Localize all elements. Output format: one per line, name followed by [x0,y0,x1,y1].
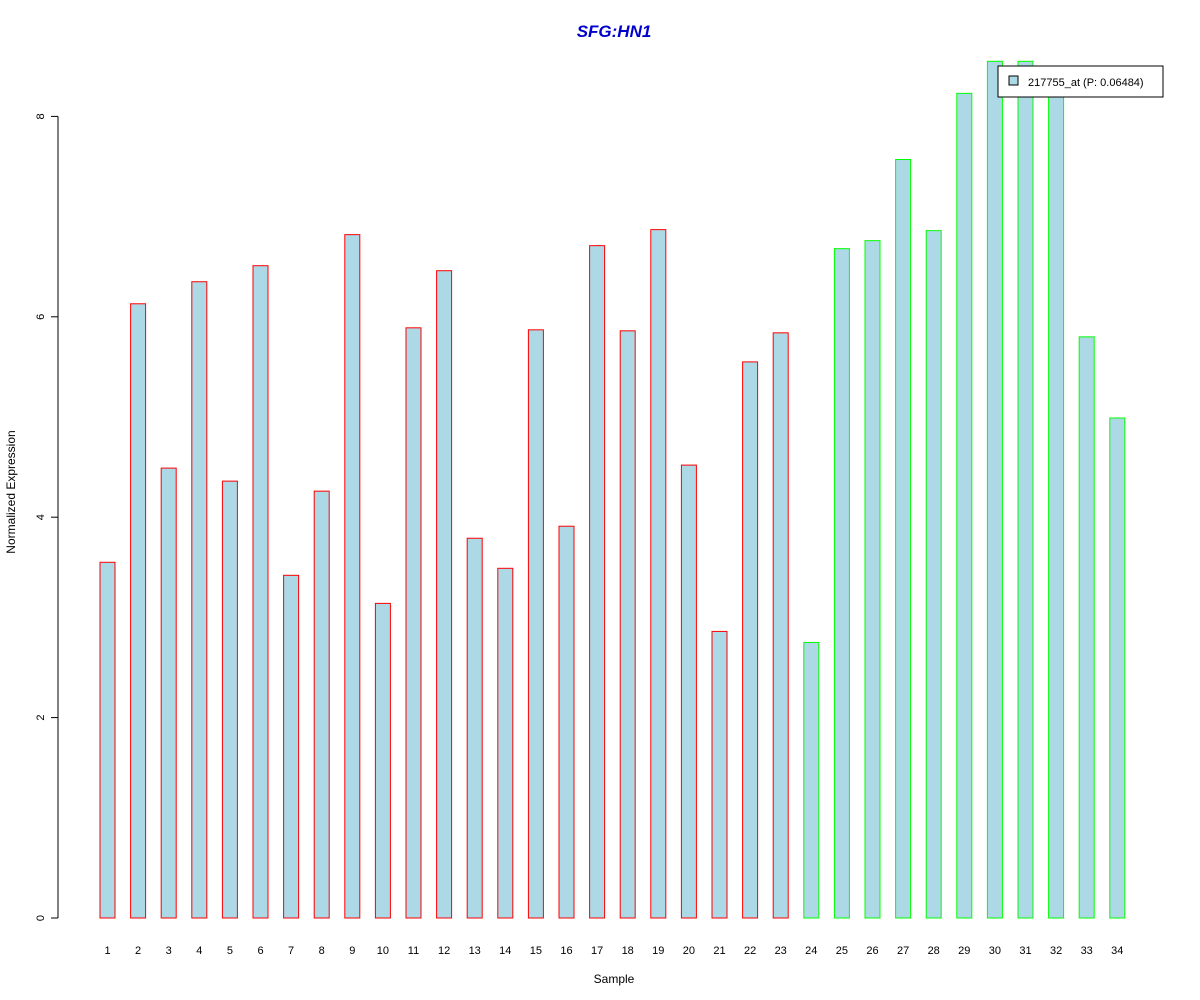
bar [130,303,147,919]
x-tick-label: 4 [196,945,202,957]
y-tick-label: 6 [35,314,47,320]
bar [374,602,391,919]
bar [1109,417,1126,919]
bar [527,329,544,919]
x-tick-label: 22 [744,945,756,957]
bar [833,248,850,919]
x-tick-label: 28 [928,945,940,957]
x-tick-label: 27 [897,945,909,957]
legend-box [997,65,1164,98]
x-tick-label: 9 [349,945,355,957]
bar [772,332,789,919]
x-tick-labels: 1 2 3 4 5 6 7 8 9 10 11 12 13 14 15 16 17 18 19 20 21 22 23 24 2… [104,945,1123,957]
y-axis: 0 2 4 6 8 [35,113,59,921]
bar [619,330,636,919]
x-tick-label: 25 [836,945,848,957]
y-tick-label: 8 [35,113,47,119]
x-tick-label: 32 [1050,945,1062,957]
x-tick-label: 2 [135,945,141,957]
bar [252,265,269,919]
bar [895,158,912,919]
x-tick-label: 5 [227,945,233,957]
x-tick-label: 34 [1111,945,1123,957]
x-tick-label: 3 [166,945,172,957]
x-tick-label: 29 [958,945,970,957]
legend-label: 217755_at (P: 0.06484) [1028,77,1144,89]
bar [680,464,697,919]
x-tick-label: 30 [989,945,1001,957]
x-tick-label: 17 [591,945,603,957]
bar [436,270,453,919]
x-tick-label: 7 [288,945,294,957]
x-tick-label: 19 [652,945,664,957]
bar [803,641,820,919]
x-tick-label: 15 [530,945,542,957]
x-tick-label: 31 [1019,945,1031,957]
bar [497,567,514,919]
x-tick-label: 24 [805,945,817,957]
x-tick-label: 1 [104,945,110,957]
y-tick-label: 4 [35,514,47,520]
bar [1048,90,1065,919]
y-axis-title: Normalized Expression [4,430,18,553]
bar [466,537,483,919]
x-tick-label: 23 [775,945,787,957]
bar [589,245,606,919]
bar [344,234,361,919]
x-tick-label: 20 [683,945,695,957]
x-tick-label: 10 [377,945,389,957]
x-tick-label: 12 [438,945,450,957]
bar [986,60,1003,919]
chart-title: SFG:HN1 [577,22,652,41]
bars-group [99,60,1126,919]
x-tick-label: 26 [866,945,878,957]
bar [956,92,973,919]
x-tick-label: 33 [1081,945,1093,957]
x-axis-title: Sample [594,972,635,986]
bar [925,230,942,919]
bar [160,467,177,919]
legend: 217755_at (P: 0.06484) [997,65,1164,98]
bar [283,574,300,919]
bar [864,240,881,919]
x-tick-label: 8 [319,945,325,957]
bar [1017,60,1034,919]
x-tick-label: 16 [560,945,572,957]
bar [313,490,330,919]
bar [221,480,238,919]
x-tick-label: 21 [713,945,725,957]
bar [191,281,208,919]
bar [558,525,575,919]
x-tick-label: 14 [499,945,511,957]
bar [742,361,759,919]
bar [650,229,667,919]
bar [99,561,116,919]
bar [1078,336,1095,919]
bar [405,327,422,919]
y-tick-label: 0 [35,915,47,921]
y-tick-label: 2 [35,715,47,721]
x-tick-label: 6 [257,945,263,957]
x-tick-label: 11 [408,945,419,957]
x-tick-label: 13 [469,945,481,957]
bar [711,630,728,919]
legend-swatch [1008,75,1019,86]
x-tick-label: 18 [622,945,634,957]
